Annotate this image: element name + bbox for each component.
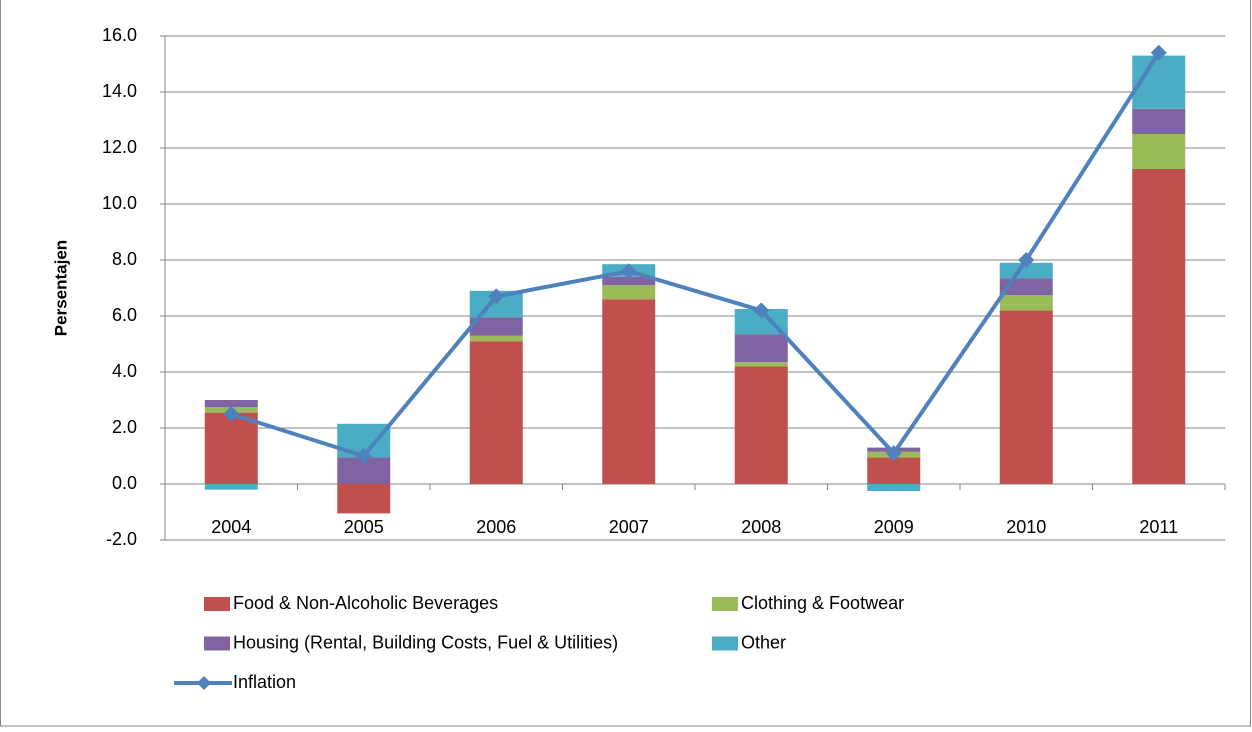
bar-segment	[602, 299, 656, 484]
legend-swatch	[712, 597, 738, 611]
bar-segment	[602, 285, 656, 300]
marker	[488, 288, 505, 305]
x-tick-label: 2009	[874, 517, 914, 537]
bar-segment	[999, 295, 1053, 311]
x-tick-label: 2006	[476, 517, 516, 537]
bar-segment	[867, 484, 921, 491]
bar-segment	[204, 484, 258, 490]
x-tick-label: 2007	[609, 517, 649, 537]
marker	[885, 445, 902, 462]
bar-segment	[337, 484, 391, 514]
bar-segment	[999, 262, 1053, 279]
marker	[355, 448, 372, 464]
legend-swatch	[197, 676, 211, 690]
legend-swatch	[204, 597, 230, 611]
y-tick-label: 8.0	[112, 249, 137, 269]
marker	[620, 263, 637, 280]
y-tick-label: 14.0	[102, 81, 137, 101]
bar-segment	[734, 334, 788, 363]
bar-segment	[999, 310, 1053, 484]
bar-segment	[734, 362, 788, 367]
line	[230, 51, 1161, 458]
y-tick-label: -2.0	[106, 529, 137, 549]
x-tick-label: 2004	[211, 517, 251, 537]
marker	[753, 302, 770, 319]
y-tick-label: 4.0	[112, 361, 137, 381]
x-tick-label: 2010	[1006, 517, 1046, 537]
bar-segment	[1132, 108, 1186, 134]
y-tick-label: 6.0	[112, 305, 137, 325]
bar-segment	[602, 276, 656, 286]
legend-label: Clothing & Footwear	[741, 593, 904, 613]
marker	[1150, 44, 1167, 61]
legend-label: Food & Non-Alcoholic Beverages	[233, 593, 498, 613]
bar-segment	[1132, 134, 1186, 169]
y-tick-label: 2.0	[112, 417, 137, 437]
bar-segment	[867, 457, 921, 484]
legend-label: Other	[741, 632, 786, 652]
x-tick-label: 2011	[1139, 517, 1178, 537]
bar-segment	[469, 341, 523, 484]
bar-segment	[469, 317, 523, 336]
legend-swatch	[712, 636, 738, 651]
bar-segment	[469, 335, 523, 342]
y-tick-label: 12.0	[102, 137, 137, 157]
y-tick-label: 10.0	[102, 193, 137, 213]
y-tick-label: 16.0	[102, 25, 137, 45]
bar-segment	[1132, 169, 1186, 484]
y-axis-title: Persentajen	[51, 240, 70, 336]
x-tick-label: 2008	[741, 517, 781, 537]
legend-swatch	[204, 636, 230, 651]
legend-label: Inflation	[233, 672, 296, 692]
bar-segment	[204, 400, 258, 407]
bar-segment	[204, 412, 258, 484]
marker	[223, 406, 240, 422]
bar-segment	[734, 366, 788, 484]
y-tick-label: 0.0	[112, 473, 137, 493]
x-tick-label: 2005	[344, 517, 384, 537]
legend-label: Housing (Rental, Building Costs, Fuel & …	[233, 632, 618, 652]
marker	[1018, 252, 1035, 268]
